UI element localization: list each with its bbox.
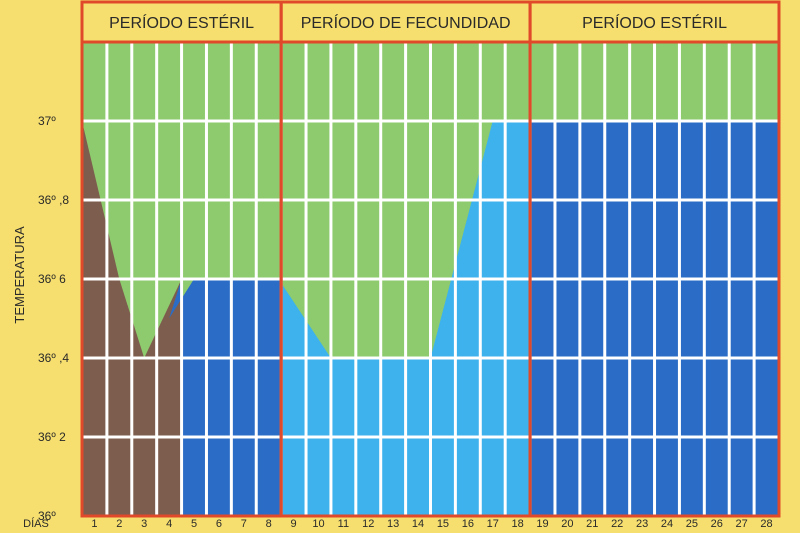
x-tick-label: 26 (711, 518, 723, 530)
x-tick-label: 7 (241, 518, 247, 530)
region-light_blue-2 (281, 121, 531, 516)
region-dark_blue-1 (169, 279, 282, 516)
x-tick-label: 3 (141, 518, 147, 530)
period-header-label: PERÍODO DE FECUNDIDAD (301, 13, 511, 32)
x-tick-label: 11 (338, 518, 349, 530)
x-tick-label: 9 (291, 518, 297, 530)
period-header-box (528, 0, 781, 44)
x-axis-title: DÍAS (23, 517, 49, 530)
x-tick-label: 12 (362, 518, 374, 530)
x-tick-label: 15 (437, 518, 449, 530)
y-tick-label: 36º ,4 (38, 351, 69, 365)
x-tick-label: 18 (512, 518, 524, 530)
period-header-label: PERÍODO ESTÉRIL (109, 13, 254, 32)
x-tick-label: 14 (412, 518, 424, 530)
x-tick-label: 22 (611, 518, 623, 530)
x-tick-label: 13 (387, 518, 399, 530)
x-tick-label: 8 (266, 518, 272, 530)
x-tick-label: 21 (586, 518, 598, 530)
y-tick-label: 36º ,8 (38, 193, 69, 207)
y-tick-label: 37º (38, 114, 56, 128)
y-tick-label: 36º 6 (38, 272, 66, 286)
x-tick-label: 2 (116, 518, 122, 530)
y-axis-title: TEMPERATURA (12, 226, 27, 324)
x-tick-label: 25 (686, 518, 698, 530)
x-tick-label: 28 (760, 518, 772, 530)
x-tick-label: 23 (636, 518, 648, 530)
x-tick-label: 20 (561, 518, 573, 530)
x-tick-label: 17 (487, 518, 499, 530)
x-tick-label: 19 (536, 518, 548, 530)
y-tick-label: 36º 2 (38, 430, 66, 444)
x-tick-label: 1 (91, 518, 97, 530)
x-tick-label: 27 (736, 518, 748, 530)
x-tick-label: 6 (216, 518, 222, 530)
x-tick-label: 24 (661, 518, 673, 530)
period-header-label: PERÍODO ESTÉRIL (582, 13, 727, 32)
x-tick-label: 16 (462, 518, 474, 530)
y-tick-label: 36º (38, 509, 56, 523)
x-tick-label: 5 (191, 518, 197, 530)
x-tick-label: 4 (166, 518, 172, 530)
x-tick-label: 10 (312, 518, 324, 530)
